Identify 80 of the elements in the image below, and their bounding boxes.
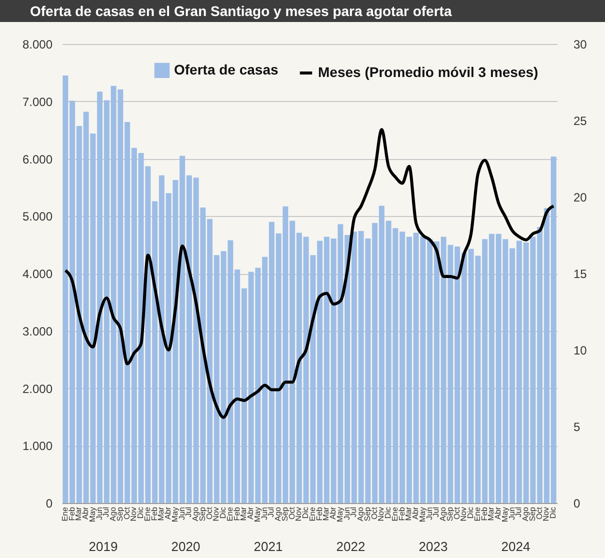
x-tick-label: Ago	[521, 506, 530, 522]
y-tick-label: 0	[46, 496, 53, 510]
x-tick-label: Jul	[102, 506, 111, 518]
x-tick-label: Feb	[397, 506, 406, 521]
x-tick-label: Mar	[74, 506, 84, 521]
y-tick-label: 6.000	[22, 152, 53, 166]
y-tick-label: 4.000	[22, 267, 53, 281]
y-tick-label: 3.000	[22, 324, 53, 338]
text: 2021	[254, 539, 283, 554]
text: 2020	[171, 539, 200, 554]
x-tick-label: Feb	[232, 506, 242, 521]
x-tick-label: Jul	[349, 506, 358, 518]
x-tick-label: Abr	[411, 506, 420, 520]
x-tick-label: Ago	[274, 506, 283, 522]
x-tick-label: Ago	[438, 506, 448, 522]
x-tick-label: May	[500, 507, 510, 522]
y2-tick-label: 25	[574, 114, 588, 128]
text: 2023	[418, 539, 448, 554]
y-tick-label: 5.000	[22, 210, 53, 224]
x-tick-label: Feb	[314, 506, 324, 521]
x-tick-label: May	[252, 507, 262, 522]
x-tick-label: Dic	[548, 507, 558, 519]
x-tick-label: Dic	[384, 507, 393, 519]
x-tick-label: Ene	[472, 506, 482, 522]
x-tick-label: May	[335, 507, 344, 522]
y2-tick-label: 20	[574, 190, 588, 204]
y2-tick-label: 15	[574, 267, 588, 281]
x-tick-label: Ene	[142, 506, 152, 522]
x-tick-label: Abr	[164, 506, 173, 520]
x-tick-label: Ago	[356, 506, 366, 522]
x-tick-label: May	[88, 507, 97, 522]
x-tick-label: Nov	[542, 507, 551, 522]
chart-title: Oferta de casas en el Gran Santiago y meses para agotar oferta	[0, 0, 605, 22]
y-tick-label: 8.000	[22, 38, 53, 52]
x-tick-label: Nov	[376, 507, 386, 522]
x-tick-label: Nov	[129, 507, 138, 522]
y-tick-label: 2.000	[22, 382, 53, 396]
x-tick-label: Abr	[328, 506, 338, 520]
x-tick-label: May	[170, 507, 180, 522]
x-tick-label: Jul	[184, 506, 194, 518]
x-tick-label: Nov	[212, 507, 221, 522]
x-tick-label: Mar	[486, 506, 496, 521]
x-tick-label: Ene	[308, 506, 317, 522]
x-tick-label: Ene	[390, 506, 400, 522]
x-tick-label: Dic	[466, 507, 476, 519]
x-tick-label: Ago	[108, 506, 118, 522]
x-tick-label: Abr	[246, 506, 256, 520]
x-tick-label: Feb	[67, 506, 76, 521]
y-tick-label: 7.000	[22, 94, 53, 109]
x-tick-label: Jul	[514, 506, 524, 518]
y-tick-label: 1.000	[22, 439, 53, 454]
y2-tick-label: 0	[574, 496, 580, 510]
x-tick-label: Nov	[294, 507, 304, 522]
y2-tick-label: 5	[574, 420, 580, 434]
x-tick-label: Mar	[404, 506, 414, 521]
y2-tick-label: 30	[574, 38, 588, 52]
x-tick-label: Dic	[218, 507, 228, 519]
x-tick-label: Nov	[459, 507, 468, 522]
x-tick-label: Abr	[494, 506, 503, 520]
x-tick-label: Jul	[266, 506, 276, 518]
x-tick-label: May	[418, 507, 427, 522]
line-series	[64, 128, 556, 419]
x-tick-label: Jul	[432, 506, 441, 518]
x-tick-label: Dic	[301, 507, 310, 519]
x-tick-label: Feb	[150, 506, 159, 521]
y2-tick-label: 10	[574, 344, 588, 358]
legend-label: Meses (Promedio móvil 3 meses)	[318, 64, 538, 80]
x-tick-label: Ago	[191, 506, 200, 522]
x-tick-label: Ene	[60, 506, 70, 522]
x-tick-label: Dic	[136, 507, 146, 519]
text: 2022	[336, 539, 366, 554]
x-tick-label: Mar	[156, 506, 166, 521]
legend-label: Oferta de casas	[174, 61, 278, 78]
x-tick-label: Mar	[322, 506, 331, 521]
x-tick-label: Mar	[239, 506, 248, 521]
text: 2024	[501, 539, 530, 554]
x-tick-label: Ene	[225, 506, 234, 522]
x-tick-label: Abr	[81, 506, 90, 520]
text: 2019	[88, 539, 118, 554]
x-tick-label: Feb	[480, 506, 489, 521]
